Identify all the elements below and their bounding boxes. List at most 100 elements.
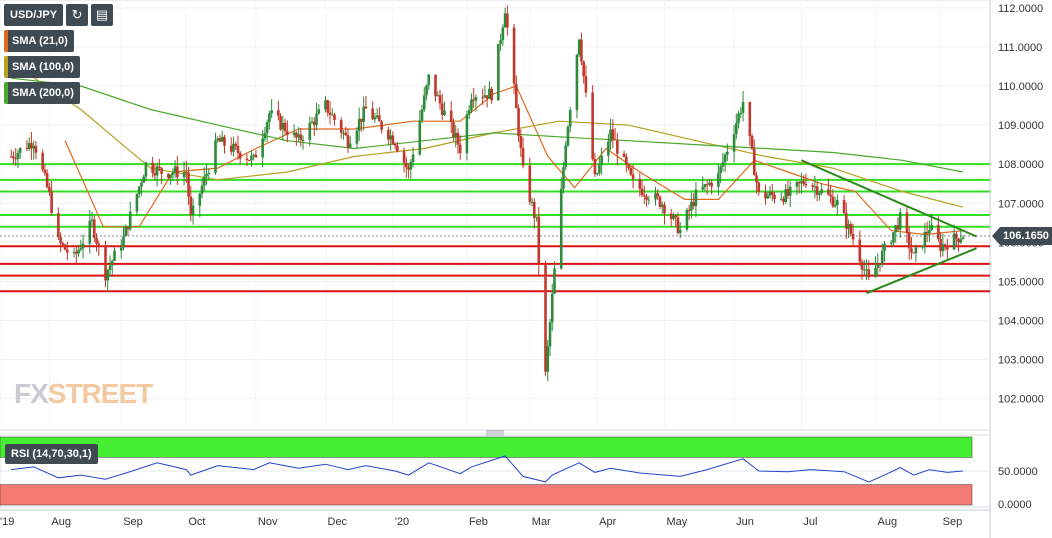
candle-body: [896, 225, 900, 230]
price-tick-label: 104.0000: [998, 316, 1044, 328]
candle-body: [595, 173, 599, 175]
candle-body: [829, 194, 832, 197]
candle-body: [858, 239, 862, 262]
candle-body: [45, 173, 49, 187]
candle-body: [236, 145, 240, 153]
price-tick-label: 109.0000: [998, 120, 1044, 132]
candle-body: [263, 133, 267, 139]
candle-body: [506, 13, 509, 28]
candle-body: [387, 129, 390, 140]
candle-body: [449, 110, 453, 123]
candle-body: [847, 223, 850, 229]
candle-body: [106, 270, 110, 281]
candle-body: [768, 191, 772, 196]
candle-body: [865, 269, 868, 271]
candle-body: [782, 198, 785, 202]
candle-body: [119, 247, 123, 251]
candle-body: [472, 99, 475, 101]
candle-body: [234, 143, 238, 146]
candle-body: [252, 154, 255, 156]
candle-body: [851, 233, 855, 240]
candle-body: [171, 172, 175, 175]
rsi-oversold-zone: [0, 484, 973, 506]
candle-body: [216, 138, 220, 141]
candle-body: [559, 188, 563, 269]
candle-body: [18, 147, 22, 153]
legend-sma-21[interactable]: SMA (21,0): [4, 30, 74, 52]
candle-body: [923, 231, 927, 246]
candle-body: [797, 181, 801, 184]
candle-body: [122, 236, 125, 248]
candle-body: [701, 187, 704, 190]
candle-body: [717, 173, 720, 187]
candle-body: [104, 244, 107, 281]
symbol-label[interactable]: USD/JPY: [4, 4, 64, 26]
candle-body: [528, 165, 532, 202]
candle-body: [88, 220, 92, 244]
candle-body: [512, 27, 516, 84]
candle-body: [548, 322, 552, 347]
candle-body: [876, 264, 880, 268]
candle-body: [481, 97, 484, 99]
candle-body: [894, 225, 898, 233]
candle-body: [957, 238, 960, 243]
candle-body: [113, 250, 116, 261]
candle-body: [247, 160, 251, 162]
candle-body: [420, 109, 424, 121]
candle-body: [521, 147, 525, 166]
candle-body: [223, 136, 226, 146]
candle-body: [672, 215, 675, 219]
time-tick-label: Nov: [258, 516, 278, 528]
candle-body: [802, 181, 805, 184]
candle-body: [14, 158, 18, 160]
time-tick-label: Sep: [123, 516, 143, 528]
candle-body: [582, 61, 585, 77]
candle-body: [57, 212, 60, 238]
candle-body: [598, 164, 601, 174]
candle-body: [63, 244, 67, 250]
candle-body: [418, 120, 422, 155]
candle-body: [238, 152, 242, 159]
candle-body: [773, 194, 776, 200]
candle-body: [295, 132, 298, 138]
candle-body: [25, 147, 29, 150]
candle-body: [631, 174, 635, 180]
candle-body: [474, 97, 478, 101]
time-tick-label: Dec: [328, 516, 348, 528]
candle-body: [389, 135, 392, 140]
candle-body: [405, 162, 408, 168]
time-tick-label: Mar: [532, 516, 551, 528]
candle-body: [517, 108, 520, 137]
candle-body: [535, 216, 538, 218]
candle-body: [593, 159, 597, 175]
rsi-legend-label[interactable]: RSI (14,70,30,1): [5, 444, 98, 464]
refresh-icon[interactable]: ↻: [66, 4, 89, 26]
candle-body: [436, 95, 440, 97]
candle-body: [562, 167, 565, 189]
candle-body: [721, 162, 725, 167]
candle-body: [647, 199, 651, 201]
legend-sma-200[interactable]: SMA (200,0): [4, 82, 80, 104]
candle-body: [198, 193, 202, 206]
candle-body: [739, 112, 743, 114]
candle-body: [407, 167, 410, 170]
candle-body: [687, 209, 691, 211]
chart-bars-icon[interactable]: ▤: [91, 4, 114, 26]
legend-sma-100[interactable]: SMA (100,0): [4, 56, 80, 78]
candle-body: [820, 189, 823, 194]
price-tick-label: 110.0000: [998, 81, 1043, 93]
candle-body: [627, 164, 630, 168]
candle-body: [434, 74, 437, 97]
candle-body: [770, 191, 774, 195]
candle-body: [939, 239, 942, 252]
candle-body: [185, 172, 188, 174]
candle-body: [898, 212, 902, 230]
candle-body: [128, 211, 132, 230]
candle-body: [503, 13, 507, 28]
candle-body: [409, 162, 413, 170]
candle-body: [818, 193, 821, 195]
candle-body: [741, 102, 745, 113]
candle-body: [200, 185, 204, 194]
candle-body: [860, 261, 864, 270]
